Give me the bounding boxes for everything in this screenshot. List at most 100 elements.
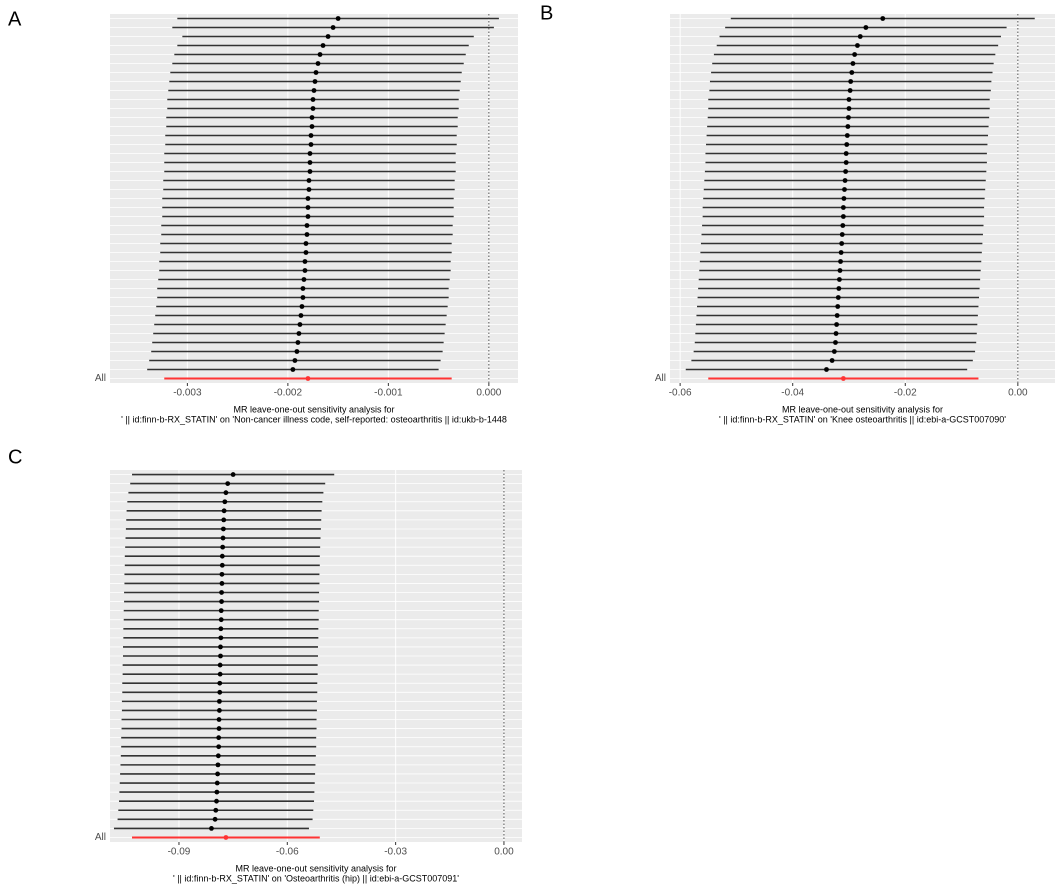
point [307,169,313,174]
x-axis-title: MR leave-one-out sensitivity analysis fo… [235,863,396,873]
point [219,581,225,586]
point [216,717,222,722]
x-tick-label: -0.002 [274,388,303,399]
point [290,367,296,372]
point [306,187,312,192]
point [305,214,311,219]
point [833,331,839,336]
x-axis-title: ' || id:finn-b-RX_STATIN' on 'Osteoarthr… [173,873,459,883]
panel-label: B [540,2,553,24]
point [330,25,336,30]
point [844,142,850,147]
point [217,689,223,695]
x-tick-label: -0.09 [168,847,191,858]
x-axis-title: MR leave-one-out sensitivity analysis fo… [233,404,394,414]
point [299,304,305,309]
point [840,205,846,210]
point [212,816,218,822]
x-tick-label: 0.000 [476,388,501,399]
point [857,34,863,39]
point [215,771,221,777]
point [313,70,319,75]
point [852,52,858,57]
point [841,196,847,201]
x-tick-label: 0.00 [494,847,514,858]
point [216,744,222,750]
point [298,313,304,318]
point [219,599,224,604]
point [847,88,853,93]
point [835,304,841,309]
point [311,88,317,93]
point [839,232,845,237]
point [222,499,228,505]
y-tick-label: All [95,832,106,843]
point [301,277,307,282]
x-tick-label: -0.003 [173,388,202,399]
point [209,825,214,831]
point [213,807,219,813]
point [300,295,306,300]
point [294,349,300,354]
point [839,241,845,246]
point [297,322,303,327]
point [850,61,856,66]
point [843,151,849,156]
point [221,517,227,523]
x-tick-label: -0.06 [669,388,692,399]
point [834,313,840,318]
point [824,367,829,372]
point [218,608,224,614]
point [216,735,222,741]
point [309,115,315,120]
point [223,490,229,496]
point [838,259,843,264]
point [846,97,852,102]
point [335,16,341,21]
point [833,340,838,345]
panel-label: A [8,8,22,30]
point [846,115,851,120]
overall-point [223,835,229,840]
overall-point [305,376,311,381]
x-axis-title: MR leave-one-out sensitivity analysis fo… [782,404,943,414]
point [838,250,844,255]
x-tick-label: -0.04 [781,388,804,399]
point [842,178,848,183]
point [303,250,309,255]
x-tick-label: -0.06 [276,847,299,858]
point [303,241,309,246]
point [214,789,220,795]
point [305,205,311,210]
point [309,124,315,129]
point [836,286,842,291]
point [220,544,226,550]
point [840,223,846,228]
point [304,223,310,228]
y-tick-label: All [655,373,666,384]
point [848,79,854,84]
point [831,349,837,354]
point [837,277,842,282]
point [835,295,841,300]
point [295,340,301,345]
point [219,571,225,577]
point [304,232,310,237]
x-tick-label: -0.03 [384,847,407,858]
point [216,726,222,731]
point [221,508,227,514]
point [296,331,302,336]
point [218,626,224,632]
point [320,43,326,48]
point [214,798,219,804]
x-axis-title: ' || id:finn-b-RX_STATIN' on 'Knee osteo… [719,414,1006,424]
point [217,698,222,704]
point [220,526,226,532]
point [225,481,231,487]
point [217,680,223,686]
point [302,268,308,273]
point [325,34,331,39]
point [220,535,226,541]
point [840,214,846,219]
